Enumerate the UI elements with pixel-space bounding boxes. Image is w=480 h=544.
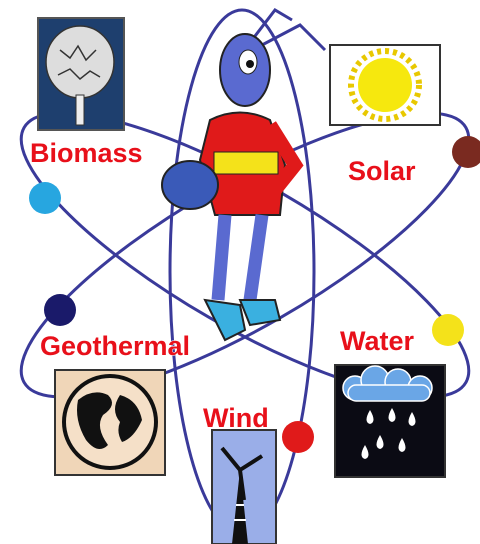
water-icon <box>334 364 446 478</box>
solar-icon <box>329 44 441 126</box>
label-geothermal: Geothermal <box>40 331 190 361</box>
electron-navy <box>44 294 76 326</box>
electron-yellow <box>432 314 464 346</box>
label-water: Water <box>340 326 415 356</box>
geothermal-icon <box>54 369 166 476</box>
biomass-icon <box>37 17 125 131</box>
wind-icon <box>211 429 277 544</box>
label-solar: Solar <box>348 156 416 186</box>
label-biomass: Biomass <box>30 138 143 168</box>
mascot <box>161 8 327 342</box>
label-wind: Wind <box>203 403 269 433</box>
electron-red <box>282 421 314 453</box>
electron-blue <box>29 182 61 214</box>
electron-maroon <box>452 136 480 168</box>
